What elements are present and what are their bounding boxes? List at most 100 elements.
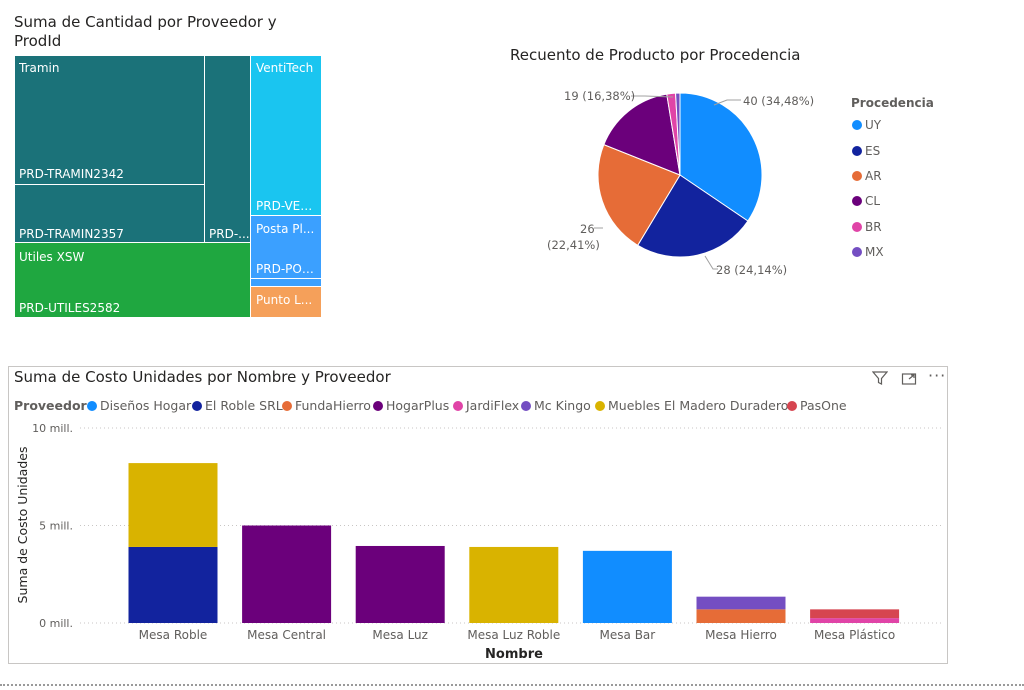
treemap-label-tramin2342: PRD-TRAMIN2342 xyxy=(19,167,124,181)
pie-leader-lines xyxy=(594,95,741,270)
pie-legend-item-uy[interactable]: UY xyxy=(852,118,881,132)
bar-segment[interactable] xyxy=(696,609,786,623)
treemap-title: Suma de Cantidad por Proveedor y ProdId xyxy=(14,13,277,51)
treemap-cell-ventitech[interactable] xyxy=(250,55,322,216)
bar-chart-title: Suma de Costo Unidades por Nombre y Prov… xyxy=(14,368,391,386)
legend-dot xyxy=(852,171,862,181)
bar-segment[interactable] xyxy=(242,525,332,624)
pie-slice-uy[interactable] xyxy=(679,92,763,222)
bar-x-axis-label: Nombre xyxy=(485,647,543,662)
pie-title: Recuento de Producto por Procedencia xyxy=(510,46,801,64)
legend-dot xyxy=(595,401,605,411)
bar-y-tick-labels: 0 mill. 5 mill. 10 mill. xyxy=(32,422,73,630)
legend-dot xyxy=(373,401,383,411)
bar-segment[interactable] xyxy=(469,546,559,623)
legend-dot xyxy=(87,401,97,411)
page-bottom-divider xyxy=(0,684,1024,686)
bar-segment[interactable] xyxy=(810,609,900,619)
leader-es xyxy=(704,255,718,270)
legend-dot xyxy=(852,146,862,156)
legend-dot xyxy=(192,401,202,411)
bar-legend-item-mc-kingo[interactable]: Mc Kingo xyxy=(521,398,591,414)
pie-chart xyxy=(594,92,763,270)
treemap-cell-posta[interactable] xyxy=(250,215,322,279)
pie-slices xyxy=(597,92,763,258)
legend-label: UY xyxy=(865,118,882,132)
bar-segment[interactable] xyxy=(696,596,786,610)
bar-segment[interactable] xyxy=(810,618,900,623)
treemap-label-ventitech: VentiTech xyxy=(256,61,314,75)
y-tick-label: 10 mill. xyxy=(32,422,73,435)
legend-label: CL xyxy=(865,194,881,208)
bar-legend-item-muebles[interactable]: Muebles El Madero Duradero xyxy=(595,398,788,414)
y-tick-label: 0 mill. xyxy=(39,617,73,630)
treemap-label-tramin: Tramin xyxy=(19,61,60,75)
legend-label: ES xyxy=(865,144,881,158)
pie-label-cl: 19 (16,38%) xyxy=(564,89,636,103)
bar-legend-item-hogarplus[interactable]: HogarPlus xyxy=(373,398,449,414)
legend-label: JardiFlex xyxy=(466,398,520,413)
bar-legend-item-jardiflex[interactable]: JardiFlex xyxy=(453,398,519,414)
treemap-label-punto: Punto L... xyxy=(256,293,313,307)
treemap-label-tramin2357: PRD-TRAMIN2357 xyxy=(19,227,124,241)
treemap-label-posta-product: PRD-POS... xyxy=(256,262,320,276)
treemap-cell-tramin2342[interactable] xyxy=(14,55,205,185)
legend-label: HogarPlus xyxy=(386,398,450,413)
bar-segment[interactable] xyxy=(128,546,218,623)
bar-legend-title: Proveedor xyxy=(14,398,87,413)
pie-label-es: 28 (24,14%) xyxy=(716,263,788,277)
y-tick-label: 5 mill. xyxy=(39,520,73,533)
bar-rects xyxy=(128,463,900,624)
x-tick-label: Mesa Plástico xyxy=(814,628,895,642)
x-tick-label: Mesa Central xyxy=(247,628,326,642)
bar-x-tick-labels: Mesa Roble Mesa Central Mesa Luz Mesa Luz R… xyxy=(139,628,896,642)
pie-slice-es[interactable] xyxy=(637,174,749,258)
bar-segment[interactable] xyxy=(128,463,218,547)
pie-slice-ar[interactable] xyxy=(597,143,681,246)
pie-slice-cl[interactable] xyxy=(603,93,681,176)
bar-segment[interactable] xyxy=(582,550,672,623)
filter-icon[interactable] xyxy=(871,370,889,390)
bar-chart-plot: 0 mill. 5 mill. 10 mill. Mesa Roble Mesa Ce… xyxy=(15,422,942,662)
treemap-label-utiles-product: PRD-UTILES2582 xyxy=(19,301,121,315)
pie-slice-mx[interactable] xyxy=(675,92,681,176)
legend-dot xyxy=(852,120,862,130)
treemap-cell-utiles[interactable] xyxy=(14,242,251,318)
more-options-icon[interactable]: ··· xyxy=(928,366,947,385)
bar-legend-item-pasone[interactable]: PasOne xyxy=(787,398,847,414)
treemap-label-tramin-other: PRD-... xyxy=(209,227,250,241)
pie-legend-item-mx[interactable]: MX xyxy=(852,245,884,259)
x-tick-label: Mesa Luz xyxy=(372,628,428,642)
legend-label: BR xyxy=(865,220,882,234)
bar-segment[interactable] xyxy=(355,545,445,623)
bar-y-axis-label: Suma de Costo Unidades xyxy=(15,447,30,604)
x-tick-label: Mesa Hierro xyxy=(705,628,777,642)
legend-label: AR xyxy=(865,169,882,183)
x-tick-label: Mesa Roble xyxy=(139,628,208,642)
treemap-title-line1: Suma de Cantidad por Proveedor y xyxy=(14,13,277,31)
treemap-cell-tramin-other[interactable] xyxy=(204,55,251,243)
treemap-label-ventitech-product: PRD-VEN... xyxy=(256,199,320,213)
legend-label: MX xyxy=(865,245,884,259)
legend-label: Mc Kingo xyxy=(534,398,591,413)
treemap-label-posta: Posta Pl... xyxy=(256,222,315,236)
pie-legend-title: Procedencia xyxy=(851,96,934,110)
pie-legend-item-cl[interactable]: CL xyxy=(852,194,880,208)
leader-uy xyxy=(713,99,741,106)
legend-dot xyxy=(852,222,862,232)
pie-label-ar-value: 26 xyxy=(580,222,595,236)
legend-label: FundaHierro xyxy=(295,398,371,413)
pie-legend-item-es[interactable]: ES xyxy=(852,144,880,158)
bar-legend-item-disenos-hogar[interactable]: Diseños Hogar xyxy=(87,398,191,414)
pie-legend-item-br[interactable]: BR xyxy=(852,220,882,234)
x-tick-label: Mesa Luz Roble xyxy=(467,628,560,642)
bar-chart-visual[interactable] xyxy=(8,366,948,664)
treemap-cell-tramin2357[interactable] xyxy=(14,184,205,243)
legend-dot xyxy=(852,247,862,257)
pie-legend-item-ar[interactable]: AR xyxy=(852,169,882,183)
bar-legend-item-el-roble[interactable]: El Roble SRL xyxy=(192,398,283,414)
bar-legend-item-fundahierro[interactable]: FundaHierro xyxy=(282,398,371,414)
legend-dot xyxy=(852,196,862,206)
treemap-cell-punto[interactable] xyxy=(250,286,322,318)
focus-mode-icon[interactable] xyxy=(901,371,917,391)
